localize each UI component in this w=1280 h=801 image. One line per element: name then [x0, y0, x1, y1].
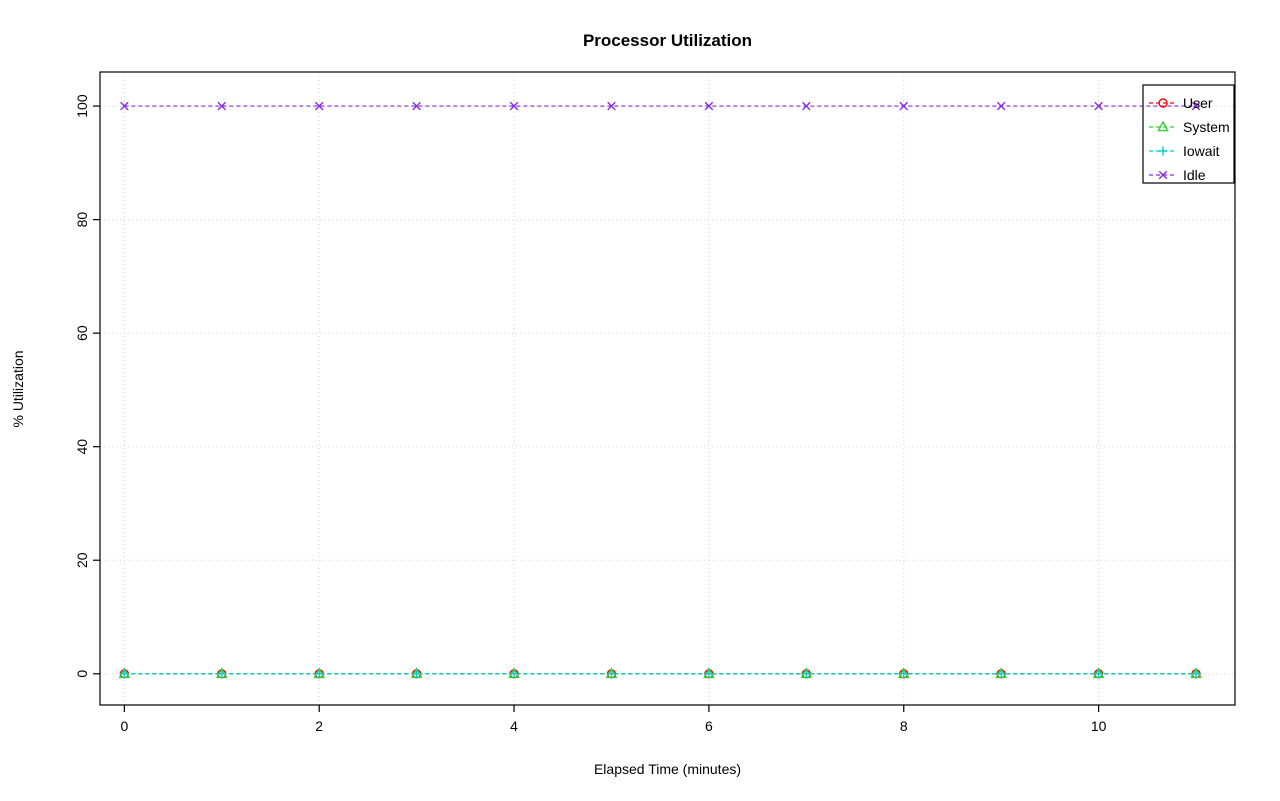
y-tick-label: 80 — [74, 212, 90, 228]
marker-x — [509, 101, 519, 111]
chart-title: Processor Utilization — [582, 31, 753, 50]
y-tick-label: 60 — [74, 325, 90, 341]
x-tick-label: 6 — [705, 718, 713, 734]
y-axis-title: % Utilization — [10, 350, 26, 428]
marker-triangle — [1157, 120, 1169, 132]
marker-x — [217, 101, 227, 111]
marker-x — [996, 101, 1006, 111]
plot-frame — [99, 71, 1236, 706]
legend-label: System — [1183, 119, 1230, 135]
x-axis-title: Elapsed Time (minutes) — [593, 761, 742, 777]
legend-label: Iowait — [1183, 143, 1220, 159]
marker-x — [607, 101, 616, 111]
y-tick-label: 0 — [74, 670, 90, 678]
marker-x — [412, 101, 421, 111]
legend-label: User — [1183, 95, 1213, 111]
x-tick-label: 10 — [1091, 718, 1107, 734]
legend-label: Idle — [1183, 167, 1206, 183]
marker-x — [802, 101, 811, 111]
legend-box — [1142, 84, 1235, 184]
x-tick-label: 4 — [510, 718, 518, 734]
marker-circle — [1158, 98, 1168, 108]
marker-x — [704, 101, 714, 111]
marker-x — [1094, 101, 1103, 111]
marker-x — [899, 101, 909, 111]
x-tick-label: 0 — [120, 718, 128, 734]
x-tick-label: 8 — [900, 718, 908, 734]
marker-x — [1191, 101, 1201, 111]
marker-x — [314, 101, 324, 111]
x-tick-label: 2 — [315, 718, 323, 734]
marker-x — [1158, 170, 1168, 180]
y-tick-label: 40 — [74, 439, 90, 455]
marker-x — [120, 101, 129, 111]
y-tick-label: 100 — [74, 94, 90, 118]
y-tick-label: 20 — [74, 552, 90, 568]
